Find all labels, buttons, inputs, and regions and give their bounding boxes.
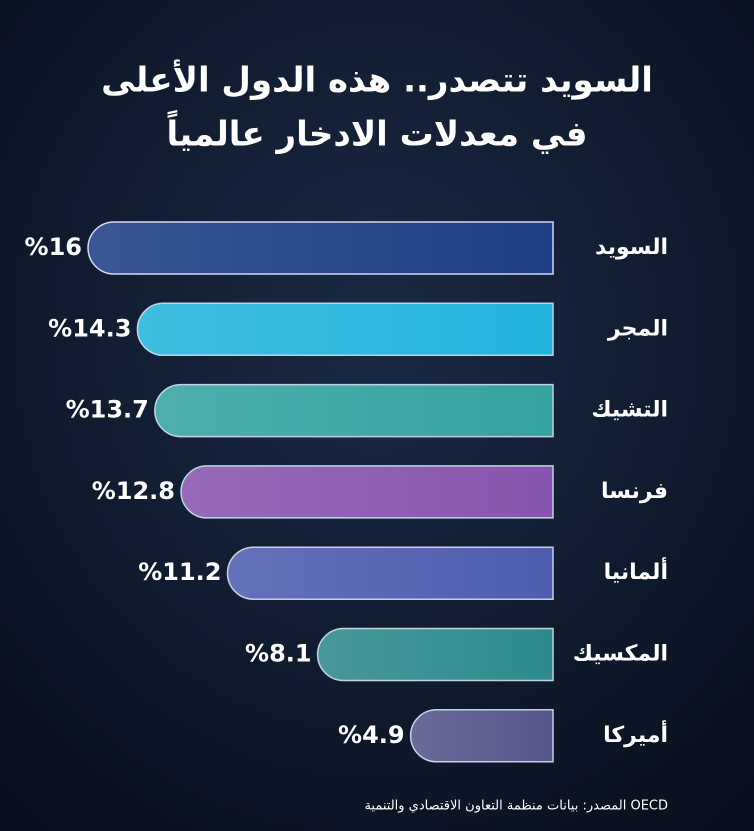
chart-title: في معدلات الادخار عالمياً <box>167 109 588 154</box>
bar-sheen <box>88 222 553 274</box>
bar-sheen <box>317 628 553 681</box>
bar-sheen <box>227 547 553 600</box>
value-label: %8.1 <box>245 640 312 668</box>
value-label: %13.7 <box>66 396 149 424</box>
category-label: السويد <box>595 235 668 260</box>
category-label: التشيك <box>591 398 668 423</box>
bar-sheen <box>410 709 553 762</box>
bar-sheen <box>180 465 553 518</box>
category-label: المجر <box>607 316 668 341</box>
value-label: %11.2 <box>138 558 221 586</box>
bar-sheen <box>137 303 553 356</box>
value-label: %14.3 <box>48 314 131 342</box>
category-label: أميركا <box>603 719 668 748</box>
category-label: فرنسا <box>601 479 668 504</box>
value-label: %16 <box>25 233 82 261</box>
source-note: المصدر: بيانات منظمة التعاون الاقتصادي و… <box>364 799 668 814</box>
value-label: %4.9 <box>338 721 405 749</box>
chart-title: السويد تتصدر.. هذه الدول الأعلى <box>101 59 653 101</box>
category-label: المكسيك <box>573 642 668 667</box>
value-label: %12.8 <box>92 477 175 505</box>
category-label: ألمانيا <box>604 556 668 585</box>
bar-sheen <box>154 384 554 437</box>
